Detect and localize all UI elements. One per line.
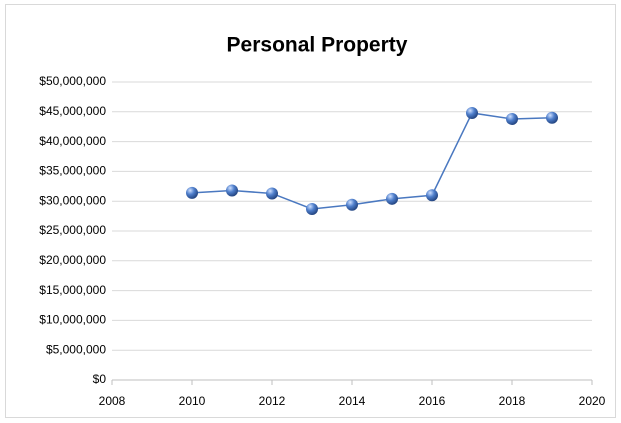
marker <box>346 198 358 211</box>
marker <box>186 186 198 199</box>
y-tick-label: $20,000,000 <box>39 253 106 267</box>
y-tick-label: $0 <box>93 372 107 386</box>
marker <box>306 202 318 215</box>
x-tick-label: 2020 <box>579 394 606 408</box>
y-tick-label: $5,000,000 <box>46 342 106 356</box>
chart-title: Personal Property <box>227 34 408 57</box>
x-tick-label: 2012 <box>259 394 286 408</box>
x-tick-label: 2014 <box>339 394 366 408</box>
y-tick-label: $45,000,000 <box>39 104 106 118</box>
x-tick-label: 2016 <box>419 394 446 408</box>
marker <box>506 112 518 125</box>
y-tick-label: $35,000,000 <box>39 164 106 178</box>
y-tick-label: $10,000,000 <box>39 313 106 327</box>
marker <box>386 192 398 205</box>
marker <box>266 187 278 200</box>
marker <box>226 184 238 197</box>
x-tick-label: 2018 <box>499 394 526 408</box>
x-tick-label: 2010 <box>179 394 206 408</box>
y-tick-label: $40,000,000 <box>39 134 106 148</box>
series-line <box>191 112 553 210</box>
y-tick-label: $50,000,000 <box>39 74 106 88</box>
marker <box>426 189 438 202</box>
y-tick-label: $15,000,000 <box>39 283 106 297</box>
y-tick-label: $30,000,000 <box>39 193 106 207</box>
marker <box>466 106 478 119</box>
y-tick-label: $25,000,000 <box>39 223 106 237</box>
marker <box>546 111 558 124</box>
x-tick-label: 2008 <box>99 394 126 408</box>
